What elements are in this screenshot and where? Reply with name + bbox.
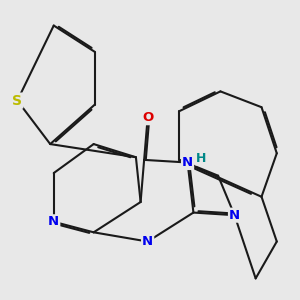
Text: N: N [229,209,240,222]
Text: N: N [182,156,193,169]
Text: H: H [196,152,206,164]
Text: N: N [142,235,153,248]
Text: S: S [12,94,22,108]
Text: N: N [48,215,59,228]
Text: O: O [142,111,153,124]
